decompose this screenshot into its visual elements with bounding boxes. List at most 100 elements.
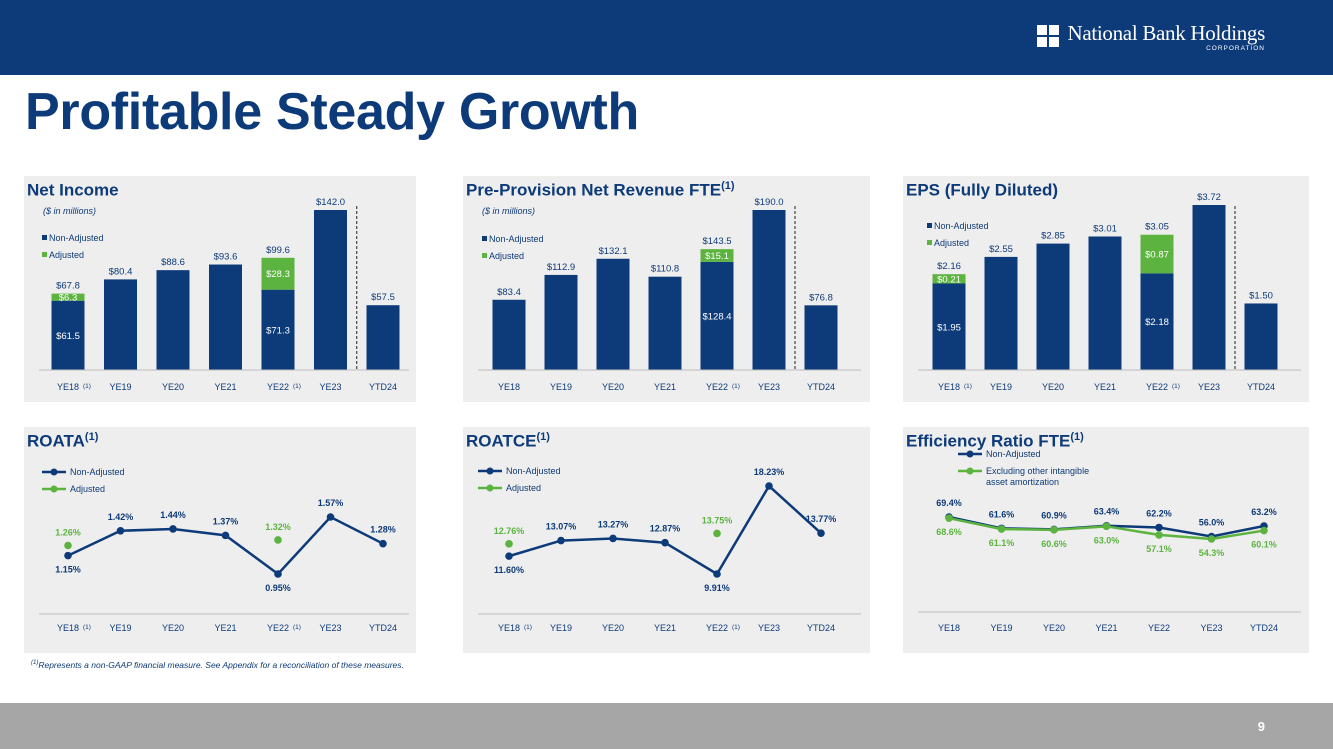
data-label: 1.37% — [213, 516, 239, 526]
data-point — [557, 536, 565, 545]
bar-value-label: $128.4 — [702, 311, 731, 322]
bar-value-label: $71.3 — [266, 325, 290, 336]
bar-non-adjusted — [261, 289, 295, 370]
data-label: 9.91% — [704, 583, 730, 593]
bar-non-adjusted — [1036, 243, 1070, 370]
x-tick-label: YE22 — [706, 623, 728, 633]
x-tick-label: YE18 — [938, 382, 960, 392]
data-label: 63.2% — [1251, 507, 1277, 517]
data-label: 13.75% — [702, 515, 733, 525]
x-tick-label: YE18 — [498, 623, 520, 633]
x-tick-label: YE21 — [1094, 382, 1116, 392]
legend-label: Non-Adjusted — [489, 234, 544, 244]
data-point — [1207, 535, 1216, 543]
legend-swatch — [42, 235, 47, 240]
data-label: 1.28% — [370, 525, 396, 535]
x-tick-footnote: (1) — [964, 383, 972, 390]
bar-adjusted — [1140, 234, 1174, 274]
bar-total-label: $2.16 — [937, 261, 961, 272]
bar-adjusted — [51, 293, 85, 301]
data-label: 60.1% — [1251, 540, 1277, 550]
x-tick-label: YE21 — [654, 382, 676, 392]
x-tick-label: YE22 — [267, 623, 289, 633]
bar-adjusted — [932, 274, 966, 284]
bar-non-adjusted — [156, 270, 190, 370]
bar-non-adjusted — [596, 258, 630, 370]
bar-non-adjusted — [648, 276, 682, 370]
data-label: 11.60% — [494, 565, 524, 575]
bar-non-adjusted — [1140, 273, 1174, 370]
legend-marker — [50, 485, 58, 493]
bar-total-label: $67.8 — [56, 281, 80, 292]
legend-label: Adjusted — [489, 251, 524, 261]
x-tick-footnote: (1) — [293, 383, 301, 390]
data-label: 13.07% — [546, 522, 577, 532]
chart-svg: Non-Adjusted Excluding other intangibleas… — [918, 449, 1301, 633]
data-point — [379, 539, 387, 548]
panel-title: Pre-Provision Net Revenue FTE(1) — [466, 180, 735, 200]
data-label: 13.27% — [598, 519, 629, 529]
legend-swatch — [927, 240, 932, 245]
panel-subtitle: ($ in millions) — [482, 206, 536, 216]
bar-total-label: $80.4 — [109, 266, 133, 277]
legend-marker — [50, 468, 58, 476]
bar-value-label: $61.5 — [56, 331, 80, 342]
efficiency-ratio-panel: Non-Adjusted Excluding other intangible as… — [903, 427, 1309, 653]
bar-total-label: $3.72 — [1197, 192, 1221, 203]
x-tick-footnote: (1) — [83, 383, 91, 390]
x-tick-label: YE19 — [109, 382, 131, 392]
x-tick-label: YE21 — [654, 623, 676, 633]
legend-label: Non-Adjusted — [986, 449, 1041, 459]
chart-svg: Non-Adjusted Adjusted $0.21 $1.95 $2.16 $2.55… — [918, 192, 1301, 392]
x-tick-label: YE20 — [602, 623, 624, 633]
legend-marker — [486, 484, 494, 492]
chart-svg: Non-Adjusted Adjusted 11.60% 13.07% 13.27% 12… — [478, 466, 861, 633]
x-tick-label: YE21 — [1095, 623, 1117, 633]
x-tick-label: YE22 — [1146, 382, 1168, 392]
data-label: 0.95% — [265, 583, 291, 593]
data-point — [661, 538, 669, 547]
legend-marker — [486, 467, 494, 475]
bar-adjusted-label: $28.3 — [266, 269, 290, 280]
x-tick-label: YE21 — [214, 382, 236, 392]
data-label: 1.26% — [55, 528, 81, 538]
x-tick-label: YE18 — [57, 623, 79, 633]
roata-panel: Non-Adjusted Adjusted 1.15% 1.42% 1.44% 1.37%… — [24, 427, 416, 653]
data-label: 13.77% — [806, 514, 837, 524]
legend-label: Non-Adjusted — [934, 221, 989, 231]
x-tick-label: YE23 — [758, 623, 780, 633]
x-tick-label: YE23 — [1200, 623, 1222, 633]
data-point — [713, 570, 721, 578]
x-tick-footnote: (1) — [1172, 383, 1180, 390]
x-tick-label: YE22 — [267, 382, 289, 392]
legend-label: asset amortization — [986, 477, 1059, 487]
data-point — [1050, 526, 1058, 534]
x-tick-label: YTD24 — [1250, 623, 1278, 633]
legend-swatch — [927, 223, 932, 228]
x-tick-label: YE20 — [1043, 623, 1065, 633]
bar-total-label: $99.6 — [266, 245, 290, 256]
bar-total-label: $142.0 — [316, 197, 345, 208]
data-label: 68.6% — [936, 527, 962, 537]
x-tick-label: YTD24 — [369, 623, 397, 633]
data-label: 63.4% — [1094, 507, 1120, 517]
data-label: 1.15% — [55, 565, 81, 575]
bar-adjusted-label: $6.3 — [59, 293, 78, 304]
bar-non-adjusted — [366, 305, 400, 370]
data-point — [64, 541, 72, 550]
bar-total-label: $76.8 — [809, 292, 833, 303]
bar-total-label: $2.55 — [989, 244, 1013, 255]
bar-non-adjusted — [314, 210, 347, 370]
legend-label: Excluding other intangible — [986, 466, 1089, 476]
data-label: 12.87% — [650, 524, 681, 534]
bar-non-adjusted — [1088, 236, 1122, 370]
data-label: 57.1% — [1146, 544, 1172, 554]
data-label: 54.3% — [1199, 548, 1225, 558]
data-point — [945, 514, 953, 522]
data-point — [274, 536, 282, 544]
bar-non-adjusted — [984, 256, 1018, 370]
legend-label: Adjusted — [506, 483, 541, 493]
x-tick-label: YE22 — [1148, 623, 1170, 633]
x-tick-footnote: (1) — [293, 624, 301, 631]
bar-value-label: $2.18 — [1145, 317, 1169, 328]
